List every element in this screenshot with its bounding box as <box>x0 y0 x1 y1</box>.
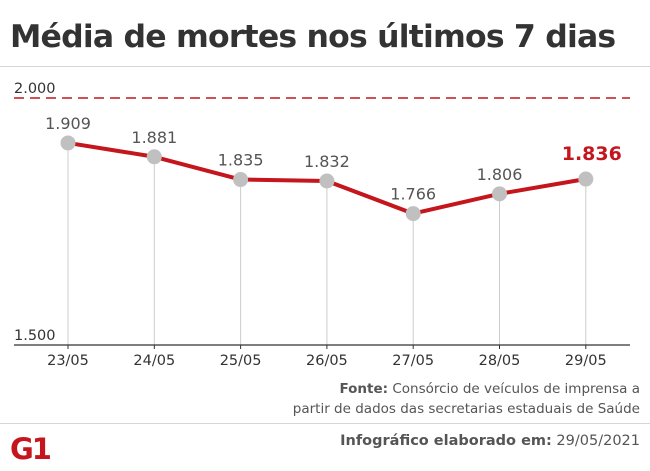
source-note: Fonte: Consórcio de veículos de imprensa… <box>220 379 640 419</box>
data-label: 1.881 <box>131 128 177 147</box>
credit-date: 29/05/2021 <box>551 433 640 449</box>
x-tick-label: 28/05 <box>479 353 521 369</box>
data-label: 1.766 <box>390 185 436 204</box>
data-label: 1.832 <box>304 152 350 171</box>
data-point <box>60 135 76 151</box>
x-tick-label: 27/05 <box>392 353 434 369</box>
source-label: Fonte: <box>339 381 389 397</box>
y-tick-label: 2.000 <box>14 81 56 97</box>
data-point <box>405 206 421 222</box>
data-label-highlight: 1.836 <box>562 143 622 165</box>
credit-label: Infográfico elaborado em: <box>340 433 552 449</box>
data-label: 1.835 <box>218 151 264 170</box>
data-point <box>233 172 249 188</box>
data-label: 1.909 <box>45 114 91 133</box>
y-tick-label: 1.500 <box>14 328 56 344</box>
bottom-divider <box>0 423 650 424</box>
top-divider <box>0 66 650 67</box>
data-point <box>319 173 335 189</box>
source-line-2: partir de dados das secretarias estaduai… <box>292 401 640 417</box>
x-tick-label: 29/05 <box>565 353 607 369</box>
svg-text:G1: G1 <box>10 434 51 462</box>
data-point <box>578 171 594 187</box>
data-label: 1.806 <box>477 165 523 184</box>
g1-logo: G1 <box>10 434 56 462</box>
chart-title: Média de mortes nos últimos 7 dias <box>10 19 616 55</box>
x-tick-label: 26/05 <box>306 353 348 369</box>
x-tick-label: 24/05 <box>133 353 175 369</box>
x-tick-label: 25/05 <box>220 353 262 369</box>
credit-note: Infográfico elaborado em: 29/05/2021 <box>340 430 640 452</box>
source-line-1: Consórcio de veículos de imprensa a <box>388 381 640 397</box>
line-chart: 2.000 1.500 23/05 24/05 25/05 26/05 27/05 28/05… <box>14 81 630 369</box>
data-point <box>146 149 162 165</box>
data-point <box>492 186 507 202</box>
x-tick-label: 23/05 <box>47 353 89 369</box>
